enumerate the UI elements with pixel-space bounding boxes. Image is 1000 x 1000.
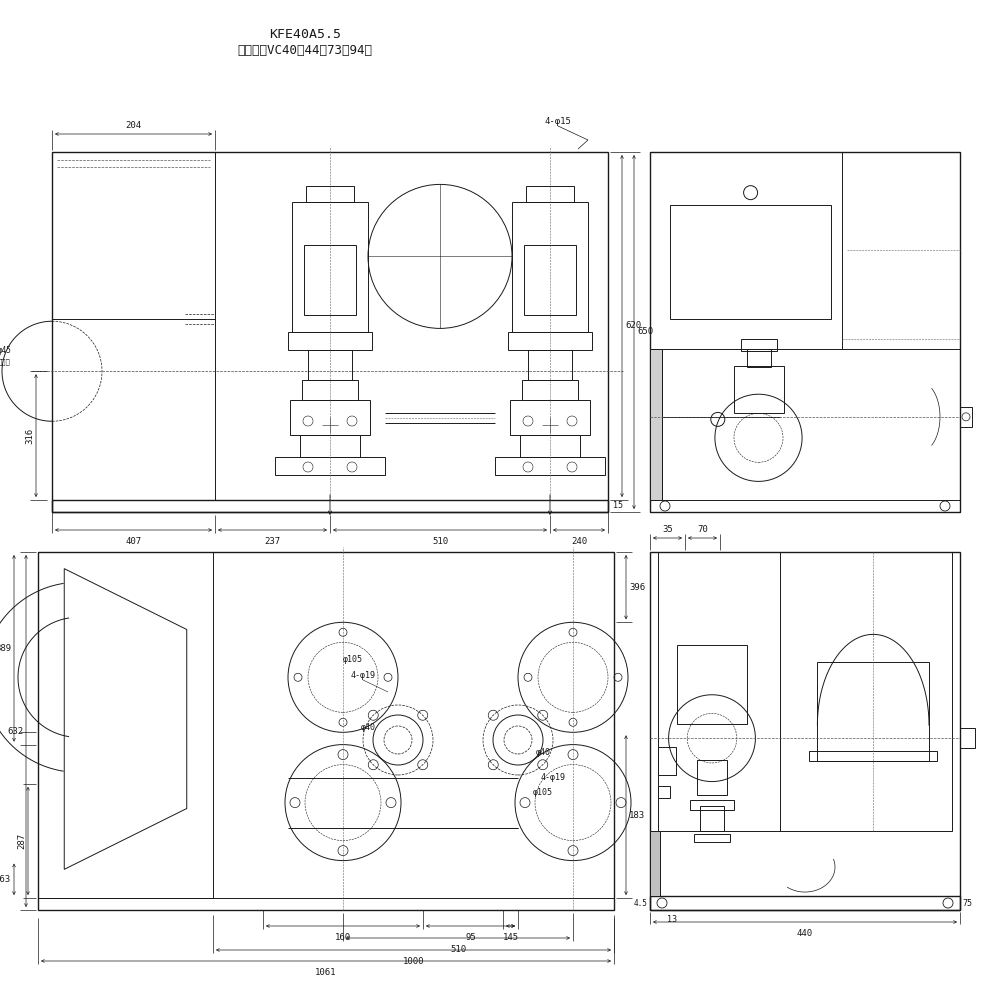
Text: 440: 440	[797, 929, 813, 938]
Text: 1000: 1000	[403, 957, 424, 966]
Bar	[288, 332, 372, 350]
Bar	[650, 831, 660, 896]
Bar	[670, 205, 831, 319]
Text: KFE40A5.5: KFE40A5.5	[269, 28, 341, 41]
Text: 407: 407	[125, 537, 142, 546]
Text: （標準／VC40，44，73，94）: （標準／VC40，44，73，94）	[238, 43, 372, 56]
Text: φ40: φ40	[360, 723, 376, 732]
Bar	[697, 760, 727, 795]
Bar	[52, 152, 215, 500]
Text: 吸込口: 吸込口	[0, 358, 11, 365]
Text: 237: 237	[264, 537, 281, 546]
Text: 160: 160	[335, 933, 351, 942]
Bar	[658, 552, 952, 831]
Text: 183: 183	[629, 811, 645, 820]
Bar	[526, 186, 574, 202]
Text: 510: 510	[432, 537, 448, 546]
Bar	[300, 435, 360, 457]
Text: 15: 15	[613, 502, 623, 510]
Text: 240: 240	[571, 537, 587, 546]
Text: 316: 316	[25, 428, 34, 444]
Text: 4-φ15: 4-φ15	[545, 117, 571, 126]
Bar	[512, 202, 588, 332]
Bar	[650, 152, 960, 349]
Text: 4.5: 4.5	[634, 898, 648, 908]
Bar	[650, 896, 960, 910]
Bar	[650, 500, 960, 512]
Bar	[658, 747, 676, 775]
Bar	[306, 186, 354, 202]
Text: 620: 620	[625, 322, 641, 330]
Bar	[650, 349, 662, 500]
Bar	[508, 332, 592, 350]
Text: 4-φ19: 4-φ19	[540, 773, 566, 782]
Bar	[740, 339, 776, 351]
Bar	[275, 457, 385, 475]
Bar	[302, 380, 358, 400]
Text: 632: 632	[7, 726, 23, 736]
Bar	[38, 552, 213, 898]
Text: φ45: φ45	[0, 346, 12, 355]
Text: 163: 163	[0, 875, 11, 884]
Text: φ105: φ105	[343, 655, 363, 664]
Bar	[960, 728, 975, 748]
Text: 287: 287	[17, 833, 26, 849]
Bar	[52, 500, 608, 512]
Bar	[38, 898, 614, 910]
Bar	[522, 380, 578, 400]
Bar	[650, 552, 960, 910]
Text: 35: 35	[662, 525, 673, 534]
Text: 95: 95	[465, 933, 476, 942]
Bar	[304, 245, 356, 315]
Bar	[809, 751, 937, 761]
Bar	[700, 806, 724, 831]
Bar	[52, 152, 608, 512]
Bar	[290, 400, 370, 435]
Bar	[510, 400, 590, 435]
Text: φ40: φ40	[536, 748, 550, 757]
Bar	[524, 245, 576, 315]
Bar	[677, 645, 747, 724]
Text: 75: 75	[962, 898, 972, 908]
Bar	[734, 366, 784, 413]
Text: 650: 650	[637, 328, 653, 336]
Text: φ105: φ105	[533, 788, 553, 797]
Text: 70: 70	[697, 525, 708, 534]
Bar	[694, 834, 730, 842]
Text: 396: 396	[629, 583, 645, 592]
Text: 13: 13	[667, 915, 677, 924]
Bar	[658, 786, 670, 798]
Bar	[746, 349, 770, 367]
Bar	[495, 457, 605, 475]
Text: 4-φ19: 4-φ19	[351, 671, 376, 680]
Bar	[520, 435, 580, 457]
Bar	[308, 350, 352, 380]
Bar	[817, 662, 929, 761]
Text: 1061: 1061	[315, 968, 337, 977]
Text: 510: 510	[450, 945, 466, 954]
Bar	[292, 202, 368, 332]
Bar	[528, 350, 572, 380]
Bar	[690, 800, 734, 810]
Text: 204: 204	[125, 121, 142, 130]
Bar	[38, 552, 614, 910]
Bar	[960, 407, 972, 427]
Bar	[650, 152, 960, 512]
Text: 145: 145	[502, 933, 519, 942]
Text: 389: 389	[0, 644, 11, 653]
